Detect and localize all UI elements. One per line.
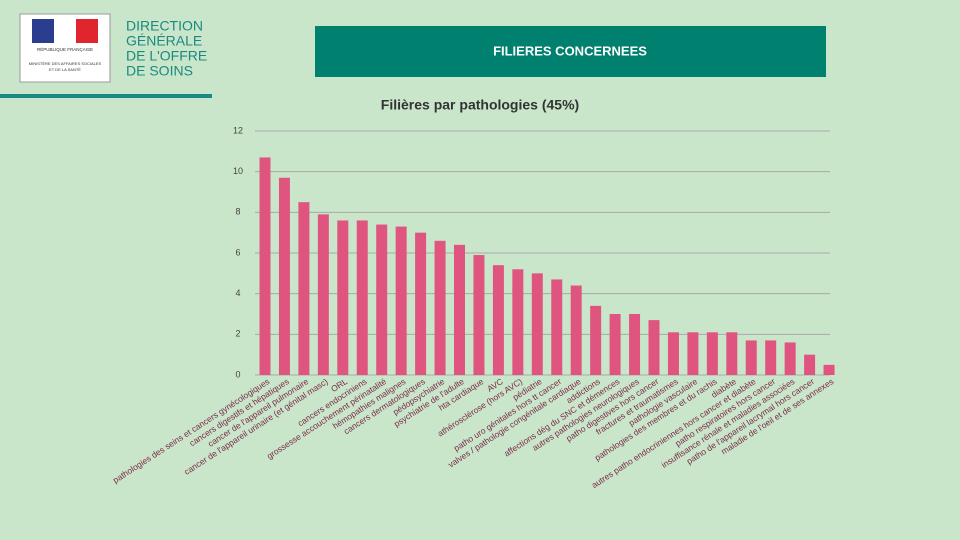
bar: [415, 232, 427, 375]
bar: [395, 226, 407, 375]
y-tick-label: 0: [235, 369, 240, 379]
bar: [648, 320, 660, 375]
bar: [278, 177, 290, 375]
bar: [687, 332, 699, 375]
y-tick-label: 12: [233, 125, 243, 135]
bar: [376, 224, 388, 375]
logo-text: ET DE LA SANTÉ: [49, 67, 81, 72]
flag-blue: [32, 19, 54, 43]
bar: [512, 269, 524, 375]
bar: [337, 220, 349, 375]
bar: [356, 220, 368, 375]
header-rule: [0, 94, 212, 98]
logo-text: MINISTÈRE DES AFFAIRES SOCIALES: [29, 61, 102, 66]
bar: [706, 332, 718, 375]
bar: [745, 340, 757, 375]
bar: [804, 354, 816, 375]
org-line: GÉNÉRALE: [126, 33, 202, 49]
org-line: DIRECTION: [126, 18, 203, 34]
y-tick-label: 2: [235, 329, 240, 339]
bar: [726, 332, 738, 375]
logo-text: RÉPUBLIQUE FRANÇAISE: [37, 46, 93, 52]
bar: [259, 157, 271, 375]
bar: [609, 314, 621, 375]
bar: [492, 265, 504, 375]
y-tick-label: 10: [233, 166, 243, 176]
org-name: DIRECTION GÉNÉRALE DE L'OFFRE DE SOINS: [126, 18, 207, 79]
y-tick-label: 8: [235, 207, 240, 217]
banner-title: FILIERES CONCERNEES: [493, 43, 647, 58]
bar: [551, 279, 563, 375]
bar: [570, 285, 582, 375]
flag-white: [54, 19, 76, 43]
bar: [765, 340, 777, 375]
bar: [298, 202, 310, 375]
bar: [823, 364, 835, 375]
org-line: DE SOINS: [126, 63, 193, 79]
bar: [473, 255, 485, 375]
bar: [590, 305, 602, 375]
bar: [434, 240, 446, 375]
bar: [629, 314, 641, 375]
bar: [454, 244, 465, 375]
bar: [784, 342, 796, 375]
y-tick-label: 6: [235, 247, 240, 257]
org-line: DE L'OFFRE: [126, 48, 207, 64]
bar: [667, 332, 679, 375]
bar: [317, 214, 329, 375]
bar: [531, 273, 543, 375]
flag-red: [76, 19, 98, 43]
chart-title: Filières par pathologies (45%): [381, 97, 579, 113]
banner: [315, 26, 826, 77]
y-tick-label: 4: [235, 288, 240, 298]
